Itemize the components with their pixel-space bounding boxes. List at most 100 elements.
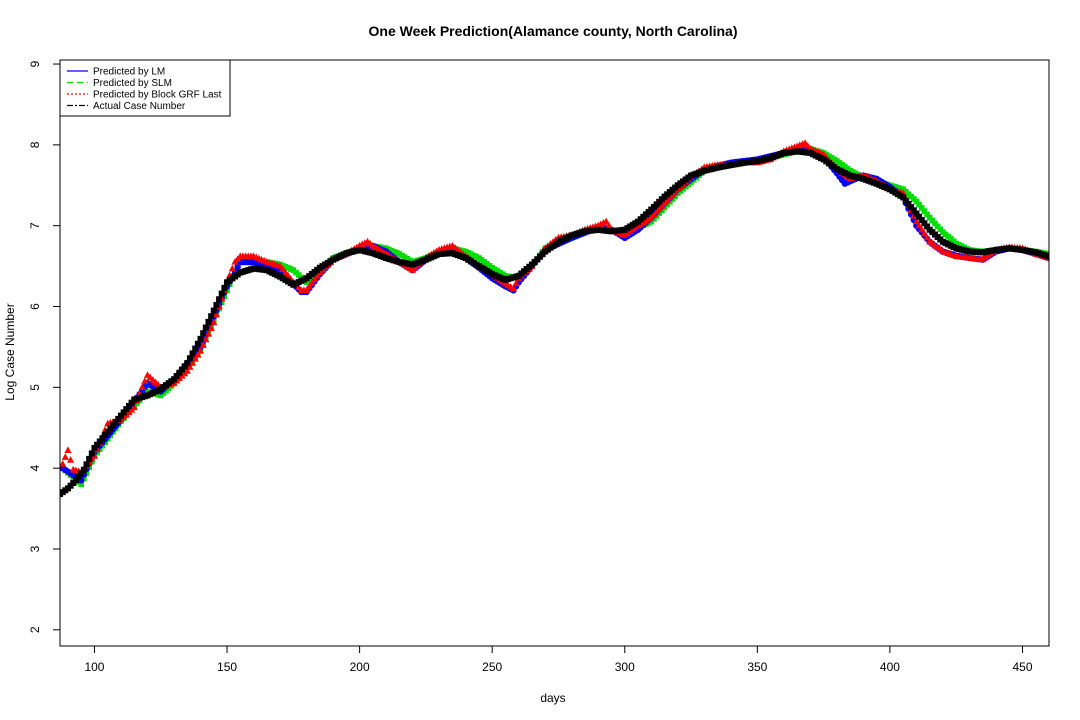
actual-point [189,350,196,357]
actual-point [221,284,228,291]
grf-point [313,272,321,279]
actual-point [200,330,207,337]
y-tick-label: 9 [28,60,42,67]
actual-point [88,450,95,457]
grf-point [141,377,149,384]
actual-point [197,335,204,342]
actual-point [173,373,180,380]
y-tick-label: 7 [28,222,42,229]
x-tick-label: 350 [747,660,767,674]
grf-point [923,233,931,241]
grf-point [602,217,610,225]
slm-point [78,481,85,488]
actual-point [205,318,212,325]
actual-point [924,223,931,230]
slm-point [926,214,933,221]
grf-point [509,284,518,292]
chart-title: One Week Prediction(Alamance county, Nor… [369,23,738,39]
actual-point [216,296,223,303]
actual-point [1046,253,1049,260]
slm-point [918,205,925,211]
actual-point [178,366,185,373]
actual-point [194,340,201,347]
grf-point [64,446,72,453]
grf-point [202,335,210,343]
legend-box [59,59,231,117]
grf-point [194,351,202,358]
actual-point [80,466,87,473]
slm-point [913,198,920,205]
legend-label: Predicted by SLM [93,78,172,89]
grf-point [308,279,316,286]
grf-point [915,221,923,229]
actual-point [107,425,114,432]
slm-point [929,217,936,224]
grf-point [61,453,69,460]
grf-point [302,286,311,293]
legend-label: Predicted by LM [93,67,165,78]
grf-point [912,217,921,225]
plot-area [60,139,1049,498]
grf-point [130,403,138,411]
actual-point [112,419,119,426]
actual-point [910,207,917,214]
actual-point [117,412,124,419]
actual-point [94,441,101,448]
y-tick-label: 4 [28,465,42,472]
actual-point [210,307,217,314]
x-tick-label: 450 [1012,660,1032,674]
grf-point [186,363,194,370]
actual-point [86,455,93,462]
plot-frame [59,59,1050,647]
grf-point [228,264,236,272]
y-tick-label: 3 [28,545,42,552]
legend-label: Actual Case Number [93,101,186,112]
slm-point [937,226,944,233]
x-tick-label: 150 [217,660,237,674]
x-tick-label: 200 [350,660,370,674]
actual-point [83,461,90,468]
grf-point [191,355,199,362]
y-tick-label: 8 [28,141,42,148]
actual-point [916,213,923,220]
actual-point [192,345,199,352]
grf-point [605,221,613,229]
grf-point [207,324,215,331]
x-tick-label: 250 [482,660,502,674]
actual-point [110,422,117,429]
actual-point [905,200,912,207]
actual-point [123,406,130,413]
actual-point [176,369,183,376]
actual-point [96,438,103,445]
actual-point [186,355,193,362]
grf-point [199,341,207,348]
grf-point [183,367,191,374]
actual-point [902,197,909,204]
grf-point [305,282,313,290]
actual-point [184,360,191,367]
actual-point [102,432,109,439]
actual-point [908,204,915,211]
actual-point [181,363,188,370]
slm-point [924,211,930,218]
actual-point [913,210,920,217]
actual-point [921,220,928,227]
grf-point [512,279,520,287]
grf-point [188,359,197,366]
grf-point [60,460,67,467]
actual-point [72,477,79,484]
x-tick-label: 300 [615,660,635,674]
y-axis-label: Log Case Number [3,303,17,400]
series-3 [60,148,1049,498]
actual-point [115,415,122,422]
actual-point [171,376,178,383]
actual-point [78,470,85,477]
grf-point [138,383,146,390]
y-axis: 2 3 4 5 6 7 8 9 [28,60,60,633]
x-tick-label: 100 [84,660,104,674]
actual-point [75,473,82,480]
actual-point [128,399,135,406]
